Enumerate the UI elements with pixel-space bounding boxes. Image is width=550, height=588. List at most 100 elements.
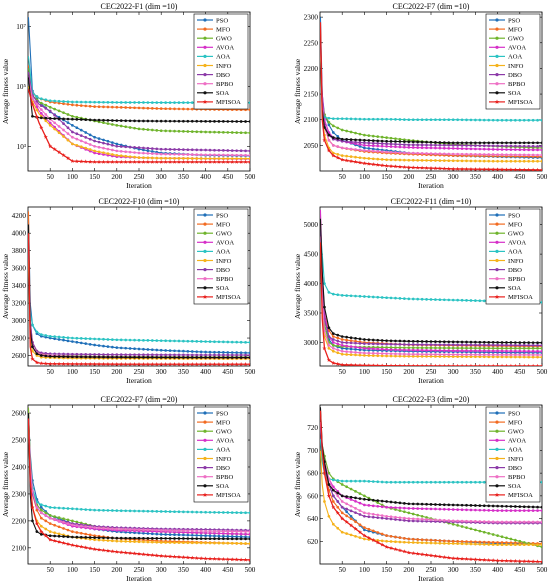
data-point [115, 149, 119, 153]
data-point [132, 551, 137, 556]
legend-label-mfisoa: MFISOA [508, 294, 533, 301]
data-point [345, 154, 348, 158]
data-point [464, 556, 469, 561]
data-point [358, 523, 362, 527]
data-point [115, 355, 119, 359]
data-point [66, 117, 70, 121]
data-point [336, 342, 340, 346]
data-point [213, 531, 216, 535]
data-point [518, 346, 522, 350]
legend-label-info: INFO [508, 456, 524, 463]
data-point [447, 519, 451, 522]
data-point [367, 141, 371, 145]
data-point [469, 480, 473, 484]
data-point [115, 142, 119, 146]
data-point [167, 362, 173, 366]
data-point [420, 340, 424, 343]
data-point [398, 348, 402, 352]
data-point [438, 503, 442, 506]
data-point [39, 333, 43, 336]
data-point [182, 153, 185, 156]
data-point [53, 506, 56, 510]
data-point [79, 535, 83, 539]
data-point [429, 343, 433, 347]
data-point [102, 538, 105, 542]
data-point [491, 346, 495, 350]
data-point [363, 494, 366, 498]
data-point [230, 120, 234, 123]
data-point [429, 507, 433, 511]
data-point [217, 157, 221, 160]
data-point [35, 108, 39, 112]
data-point [411, 343, 415, 346]
data-point [225, 362, 230, 366]
data-point [500, 346, 504, 350]
legend-marker [495, 420, 499, 424]
data-point [226, 511, 230, 514]
data-point [62, 335, 65, 339]
data-point [509, 343, 513, 347]
data-point [336, 526, 340, 530]
data-point [146, 106, 150, 110]
data-point [367, 498, 371, 502]
data-point [168, 101, 172, 104]
data-point [522, 343, 526, 347]
data-point [465, 340, 468, 344]
data-point [111, 153, 114, 156]
data-point [102, 526, 105, 530]
data-point [420, 480, 424, 484]
legend-marker [495, 438, 499, 442]
data-point [495, 363, 500, 366]
data-point [102, 355, 105, 359]
data-point [398, 118, 402, 121]
chart-title: CEC2022-F3 (dim =20) [393, 395, 470, 404]
data-point [394, 518, 397, 521]
data-point [536, 520, 539, 524]
data-point [235, 511, 239, 514]
data-point [115, 105, 119, 109]
data-point [491, 118, 495, 122]
x-tick-label: 150 [89, 566, 100, 574]
y-tick-label: 620 [307, 538, 318, 546]
data-point [514, 509, 517, 512]
data-point [522, 141, 526, 145]
data-point [137, 536, 141, 540]
data-point [53, 337, 56, 341]
legend-label-soa: SOA [508, 483, 521, 490]
data-point [83, 545, 88, 550]
data-point [199, 534, 203, 537]
data-point [376, 142, 380, 145]
data-point [456, 355, 459, 358]
data-point [416, 143, 420, 147]
data-point [155, 510, 159, 513]
data-point [425, 348, 428, 352]
data-point [416, 118, 420, 122]
legend-label-pso: PSO [508, 17, 520, 24]
data-point [331, 494, 335, 498]
legend-marker [203, 231, 207, 235]
data-point [536, 355, 539, 359]
data-point [62, 517, 65, 521]
data-point [146, 101, 150, 104]
data-point [35, 330, 39, 334]
data-point [509, 505, 513, 508]
data-point [53, 121, 56, 125]
data-point [451, 118, 455, 122]
data-point [428, 165, 434, 170]
data-point [186, 339, 190, 343]
data-point [385, 136, 388, 140]
data-point [363, 138, 366, 142]
x-tick-label: 500 [245, 368, 256, 376]
data-point [358, 148, 362, 152]
data-point [429, 541, 433, 545]
data-point [190, 356, 194, 359]
data-point [106, 353, 110, 356]
data-point [505, 343, 508, 347]
data-point [190, 541, 194, 545]
y-tick-label: 2100 [304, 116, 319, 124]
data-point [482, 167, 487, 171]
data-point [79, 104, 83, 107]
data-point [527, 341, 531, 345]
